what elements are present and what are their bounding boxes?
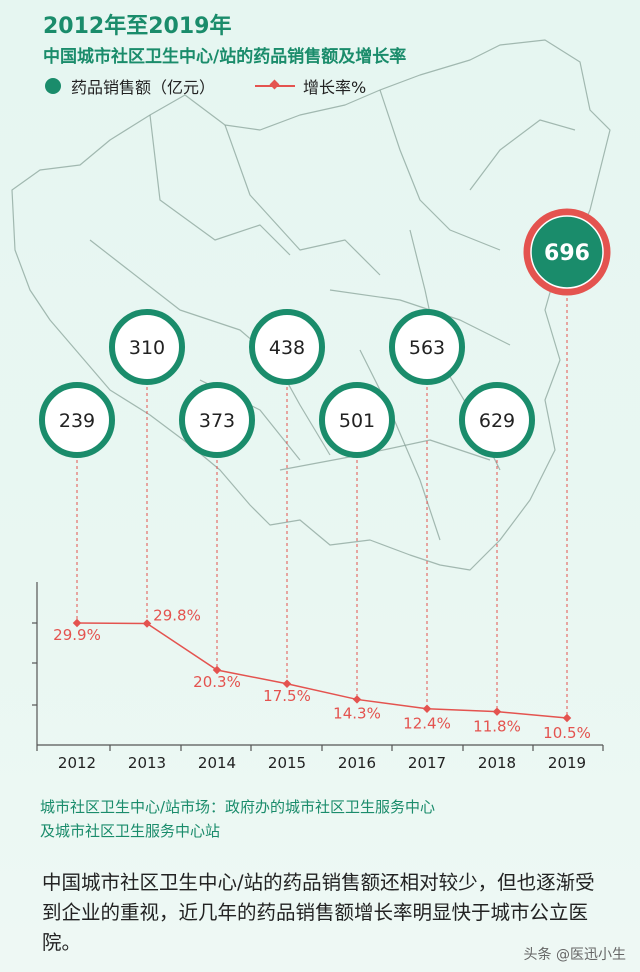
sales-value-2016: 501	[339, 410, 375, 432]
x-tick-label-2012: 2012	[58, 754, 96, 772]
chart-subtitle: 中国城市社区卫生中心/站的药品销售额及增长率	[43, 47, 407, 67]
growth-point-2015	[282, 679, 292, 688]
sales-bubble-2012: 239	[39, 382, 115, 458]
market-note: 城市社区卫生中心/站市场：政府办的城市社区卫生服务中心 及城市社区卫生服务中心站	[40, 795, 600, 843]
growth-label-2013: 29.8%	[153, 606, 201, 624]
growth-point-2019	[562, 713, 572, 723]
sales-value-2014: 373	[199, 410, 235, 432]
legend-sales-marker	[45, 78, 61, 94]
growth-label-2017: 12.4%	[403, 715, 451, 733]
growth-point-2013	[142, 619, 152, 628]
map-outline-2	[224, 124, 381, 276]
sales-value-2013: 310	[129, 337, 165, 359]
sales-value-2017: 563	[409, 337, 445, 359]
growth-point-2016	[352, 695, 362, 704]
growth-point-2017	[422, 704, 432, 713]
sales-bubble-2016: 501	[319, 382, 395, 458]
sales-bubble-2015: 438	[249, 309, 325, 385]
sales-bubble-ring-2016	[319, 382, 395, 458]
legend-growth-marker	[255, 85, 296, 87]
x-tick-label-2017: 2017	[408, 754, 446, 772]
sales-bubble-2018: 629	[459, 382, 535, 458]
legend-sales-label: 药品销售额（亿元）	[71, 78, 216, 97]
market-note-line2: 及城市社区卫生服务中心站	[40, 822, 221, 840]
sales-bubble-2013: 310	[109, 309, 185, 385]
map-outline-6	[279, 439, 491, 471]
legend-growth-label: 增长率%	[303, 78, 367, 97]
description-text: 中国城市社区卫生中心/站的药品销售额还相对较少，但也逐渐受到企业的重视，近几年的…	[42, 871, 595, 954]
x-tick-label-2016: 2016	[338, 754, 376, 772]
sales-bubble-2019: 696	[523, 208, 611, 296]
growth-label-2016: 14.3%	[333, 704, 381, 722]
sales-bubbles: 239 310 373 438 501 563 629 696	[39, 208, 611, 458]
sales-value-2015: 438	[269, 337, 305, 359]
sales-bubble-inner-ring-2019	[530, 215, 604, 289]
sales-bubble-ring-2018	[459, 382, 535, 458]
growth-point-2018	[492, 707, 502, 716]
sales-bubble-ring-2017	[389, 309, 465, 385]
sales-bubble-2014: 373	[179, 382, 255, 458]
sales-bubble-ring-2012	[39, 382, 115, 458]
footer-watermark: 头条 @医迅小生	[523, 947, 626, 963]
growth-label-2019: 10.5%	[543, 724, 591, 742]
drop-lines	[76, 292, 568, 719]
sales-bubble-ring-2014	[179, 382, 255, 458]
map-outline-4	[379, 89, 501, 251]
growth-label-2014: 20.3%	[193, 673, 241, 691]
sales-value-2019: 696	[544, 241, 590, 266]
sales-bubble-ring-2013	[109, 309, 185, 385]
map-outline-8	[469, 119, 576, 191]
sales-bubble-2017: 563	[389, 309, 465, 385]
sales-value-2012: 239	[59, 410, 95, 432]
growth-axis: 2012 2013 2014 2015 2016 2017 2018 2019	[32, 582, 604, 772]
map-outline-0	[11, 39, 611, 571]
growth-line-series: 29.9% 29.8% 20.3% 17.5% 14.3% 12.4% 11.8% 10.5%	[53, 606, 591, 742]
market-note-line1: 城市社区卫生中心/站市场：政府办的城市社区卫生服务中心	[40, 798, 436, 816]
growth-label-2012: 29.9%	[53, 626, 101, 644]
growth-line	[76, 622, 568, 719]
sales-bubble-ring-2015	[249, 309, 325, 385]
page-title: 2012年至2019年	[43, 14, 232, 39]
chart-legend: 药品销售额（亿元） 增长率%	[45, 74, 366, 98]
x-tick-label-2013: 2013	[128, 754, 166, 772]
sales-bubble-ring-2019	[523, 208, 611, 296]
x-tick-label-2014: 2014	[198, 754, 236, 772]
china-map-background	[11, 39, 611, 571]
x-tick-label-2015: 2015	[268, 754, 306, 772]
growth-label-2018: 11.8%	[473, 718, 521, 736]
x-tick-label-2019: 2019	[548, 754, 586, 772]
map-outline-1	[149, 114, 291, 256]
growth-label-2015: 17.5%	[263, 687, 311, 705]
x-tick-label-2018: 2018	[478, 754, 516, 772]
map-outline-7	[359, 349, 441, 541]
sales-value-2018: 629	[479, 410, 515, 432]
